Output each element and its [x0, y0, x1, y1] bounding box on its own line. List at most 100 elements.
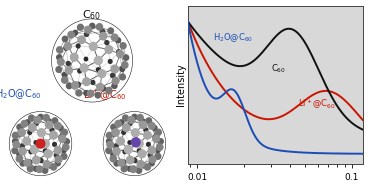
Circle shape	[52, 118, 58, 124]
Circle shape	[23, 137, 31, 145]
Circle shape	[57, 55, 62, 60]
Circle shape	[36, 139, 45, 148]
Circle shape	[124, 145, 132, 153]
Circle shape	[128, 141, 131, 144]
Circle shape	[31, 145, 38, 153]
Text: H$_2$O@C$_{60}$: H$_2$O@C$_{60}$	[0, 88, 42, 101]
Circle shape	[108, 28, 113, 34]
Circle shape	[41, 140, 49, 148]
Circle shape	[146, 118, 151, 124]
Circle shape	[61, 148, 66, 153]
Circle shape	[85, 26, 92, 33]
Circle shape	[106, 139, 112, 144]
Circle shape	[25, 120, 30, 125]
Circle shape	[155, 153, 161, 159]
Circle shape	[47, 163, 51, 168]
Circle shape	[97, 83, 104, 91]
Circle shape	[29, 150, 33, 154]
Circle shape	[61, 129, 67, 135]
Circle shape	[28, 166, 33, 172]
Circle shape	[38, 129, 45, 137]
Circle shape	[38, 114, 43, 120]
Circle shape	[28, 160, 32, 164]
Circle shape	[62, 144, 69, 150]
Circle shape	[96, 68, 100, 71]
Circle shape	[50, 128, 54, 132]
Circle shape	[157, 144, 163, 150]
Circle shape	[55, 156, 62, 163]
Circle shape	[112, 77, 119, 84]
Circle shape	[114, 144, 118, 148]
Circle shape	[144, 131, 151, 139]
Circle shape	[131, 138, 140, 147]
Circle shape	[58, 58, 64, 65]
Text: C$_{60}$: C$_{60}$	[83, 8, 102, 22]
Circle shape	[120, 43, 126, 49]
Circle shape	[17, 152, 22, 157]
Circle shape	[138, 150, 146, 158]
Circle shape	[111, 34, 118, 41]
Circle shape	[62, 36, 68, 42]
Circle shape	[149, 156, 156, 163]
Circle shape	[96, 24, 103, 30]
Circle shape	[17, 124, 22, 130]
Circle shape	[12, 132, 19, 139]
Circle shape	[89, 42, 97, 50]
Circle shape	[76, 82, 80, 87]
Circle shape	[54, 153, 58, 157]
Circle shape	[13, 139, 17, 144]
Circle shape	[155, 148, 160, 153]
Circle shape	[155, 129, 161, 135]
Circle shape	[59, 135, 63, 139]
Text: Li$^+$@C$_{60}$: Li$^+$@C$_{60}$	[83, 87, 127, 102]
Circle shape	[43, 115, 49, 121]
Circle shape	[111, 124, 116, 130]
Circle shape	[140, 121, 147, 129]
Circle shape	[111, 152, 116, 157]
Circle shape	[152, 125, 157, 130]
Circle shape	[40, 131, 44, 135]
Circle shape	[62, 77, 68, 83]
Circle shape	[137, 160, 144, 168]
Circle shape	[107, 141, 113, 148]
Circle shape	[64, 43, 71, 50]
Circle shape	[64, 139, 69, 144]
Circle shape	[84, 91, 89, 95]
Circle shape	[73, 30, 77, 35]
Circle shape	[118, 159, 125, 166]
Circle shape	[134, 131, 138, 135]
Circle shape	[100, 33, 107, 40]
Circle shape	[128, 166, 132, 171]
Circle shape	[123, 124, 130, 131]
Circle shape	[90, 23, 95, 29]
Circle shape	[91, 81, 95, 84]
Circle shape	[147, 143, 150, 146]
Circle shape	[54, 146, 62, 154]
Circle shape	[132, 114, 137, 120]
Circle shape	[44, 150, 52, 158]
Circle shape	[53, 143, 56, 146]
Circle shape	[148, 153, 152, 157]
Circle shape	[21, 120, 28, 127]
Circle shape	[117, 51, 124, 58]
Circle shape	[34, 141, 38, 144]
Circle shape	[105, 41, 109, 45]
Circle shape	[153, 135, 157, 139]
Circle shape	[39, 159, 43, 163]
Circle shape	[121, 166, 127, 172]
Circle shape	[133, 159, 137, 163]
Circle shape	[116, 38, 121, 43]
Circle shape	[45, 121, 53, 129]
Circle shape	[144, 164, 150, 170]
Circle shape	[29, 124, 36, 131]
Circle shape	[120, 74, 125, 80]
Circle shape	[58, 125, 63, 130]
Circle shape	[114, 161, 119, 166]
Circle shape	[24, 159, 31, 166]
Circle shape	[84, 57, 88, 61]
Circle shape	[33, 166, 38, 171]
Circle shape	[55, 122, 61, 129]
Circle shape	[130, 166, 137, 173]
Circle shape	[111, 65, 118, 73]
Circle shape	[76, 44, 80, 48]
